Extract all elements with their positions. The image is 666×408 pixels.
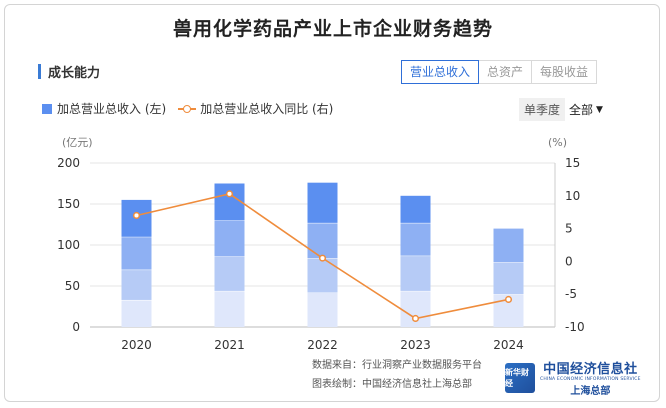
y-left-tick-label: 200 xyxy=(57,156,80,170)
legend-bar-label: 加总营业总收入 (左) xyxy=(57,102,167,116)
bar-segment xyxy=(121,269,152,300)
chevron-down-icon: ▼ xyxy=(596,104,603,115)
tab-revenue[interactable]: 营业总收入 xyxy=(401,60,480,84)
tab-total-assets[interactable]: 总资产 xyxy=(478,60,533,84)
growth-point xyxy=(504,295,513,303)
growth-point xyxy=(132,211,141,220)
y-left-tick-label: 100 xyxy=(57,238,80,252)
bar-segment xyxy=(307,182,338,223)
bar-segment xyxy=(307,292,338,327)
data-source: 数据来自：行业洞察产业数据服务平台 xyxy=(312,360,482,371)
bar-segment xyxy=(307,222,338,259)
tab-eps[interactable]: 每股收益 xyxy=(531,60,598,84)
bar-segment xyxy=(214,220,245,257)
publisher-logo-text: 中国经济信息社 CHINA ECONOMIC INFORMATION SERVI… xyxy=(540,358,641,397)
season-value: 全部 xyxy=(569,103,594,117)
bar-segment xyxy=(214,290,245,327)
footer-notes: 数据来自：行业洞察产业数据服务平台 图表绘制：中国经济信息社上海总部 xyxy=(312,356,482,394)
legend-line-label: 加总营业总收入同比 (右) xyxy=(200,102,334,116)
bar-segment xyxy=(493,228,524,263)
y-right-tick-label: -10 xyxy=(565,320,585,334)
y-left-tick-label: 0 xyxy=(72,320,80,334)
y-right-tick-label: 0 xyxy=(565,254,573,268)
legend-line-swatch xyxy=(178,104,197,114)
season-filter: 单季度 全部 ▼ xyxy=(519,98,607,121)
bar-segment xyxy=(121,299,152,327)
publisher-name: 中国经济信息社 xyxy=(543,362,638,377)
legend-item-bar[interactable]: 加总营业总收入 (左) xyxy=(42,100,166,117)
growth-point xyxy=(225,190,234,198)
publisher-logo: 新华财经 中国经济信息社 CHINA ECONOMIC INFORMATION … xyxy=(505,358,641,397)
chart-legend: 加总营业总收入 (左) 加总营业总收入同比 (右) xyxy=(42,100,345,117)
bar-segment xyxy=(214,183,245,221)
bar-segment xyxy=(400,195,431,223)
bar-segment xyxy=(214,256,245,291)
publisher-logo-mark: 新华财经 xyxy=(505,362,535,393)
section-heading: 成长能力 xyxy=(38,62,101,81)
x-tick-label: 2024 xyxy=(493,338,524,352)
legend-bar-swatch xyxy=(42,103,52,114)
section-accent-bar xyxy=(38,63,41,79)
section-title: 成长能力 xyxy=(48,65,101,81)
publisher-english: CHINA ECONOMIC INFORMATION SERVICE xyxy=(540,377,641,382)
bar-segment xyxy=(121,236,152,270)
y-right-unit: (%) xyxy=(548,136,567,149)
x-tick-label: 2023 xyxy=(400,338,431,352)
x-tick-label: 2020 xyxy=(121,338,152,352)
x-tick-label: 2021 xyxy=(214,338,245,352)
bar-segment xyxy=(493,262,524,295)
y-right-tick-label: -5 xyxy=(565,287,577,301)
chart-frame xyxy=(4,4,660,402)
season-label: 单季度 xyxy=(519,98,566,121)
y-right-tick-label: 15 xyxy=(565,156,580,170)
metric-tabs: 营业总收入 总资产 每股收益 xyxy=(401,60,598,84)
y-left-tick-label: 50 xyxy=(65,279,80,293)
publisher-branch: 上海总部 xyxy=(570,386,611,397)
y-left-tick-label: 150 xyxy=(57,197,80,211)
legend-item-line[interactable]: 加总营业总收入同比 (右) xyxy=(178,100,333,117)
chart-title: 兽用化学药品产业上市企业财务趋势 xyxy=(172,18,493,40)
y-left-unit: (亿元) xyxy=(62,136,93,149)
y-right-tick-label: 5 xyxy=(565,222,573,236)
growth-point xyxy=(411,314,420,323)
chart-maker: 图表绘制：中国经济信息社上海总部 xyxy=(312,379,472,390)
bar-segment xyxy=(400,255,431,291)
season-dropdown[interactable]: 全部 ▼ xyxy=(565,98,607,121)
y-right-tick-label: 10 xyxy=(565,189,580,203)
x-tick-label: 2022 xyxy=(307,338,338,352)
growth-point xyxy=(318,254,327,262)
bar-segment xyxy=(307,258,338,293)
bar-segment xyxy=(400,222,431,256)
